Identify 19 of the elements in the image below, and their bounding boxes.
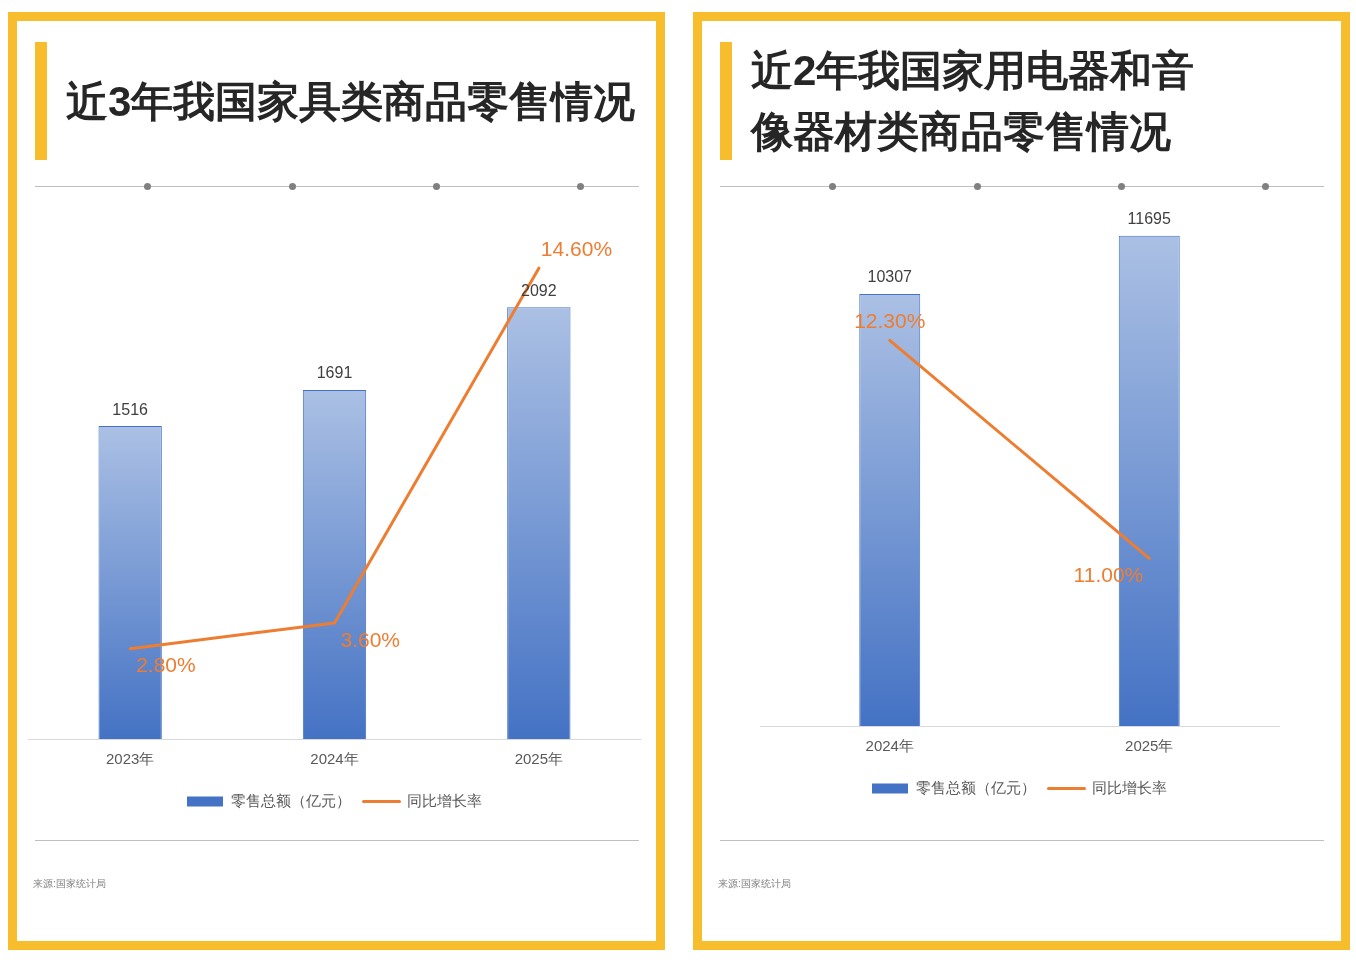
source-note: 来源:国家统计局	[33, 877, 106, 891]
x-tick-label: 2025年	[1125, 737, 1174, 755]
legend-label: 同比增长率	[1092, 778, 1167, 796]
data-label: 1516	[112, 400, 149, 418]
data-label: 11695	[1127, 210, 1171, 228]
data-label: 1691	[316, 364, 353, 382]
chart-title: 近3年我国家具类商品零售情况	[66, 76, 636, 127]
legend-label: 零售总额（亿元）	[915, 778, 1036, 796]
x-tick-label: 2025年	[514, 750, 564, 768]
chart-title: 近2年我国家用电器和音像器材类商品零售情况	[751, 46, 1196, 157]
legend-label: 同比增长率	[407, 791, 482, 809]
x-tick-label: 2024年	[310, 750, 359, 768]
x-tick-label: 2024年	[865, 737, 914, 755]
x-tick-label: 2023年	[105, 750, 155, 768]
data-label: 10307	[867, 268, 913, 286]
legend-label: 零售总额（亿元）	[230, 791, 351, 809]
source-note: 来源:国家统计局	[718, 877, 791, 891]
data-label: 12.30%	[854, 309, 926, 333]
data-label: 14.60%	[540, 236, 613, 260]
